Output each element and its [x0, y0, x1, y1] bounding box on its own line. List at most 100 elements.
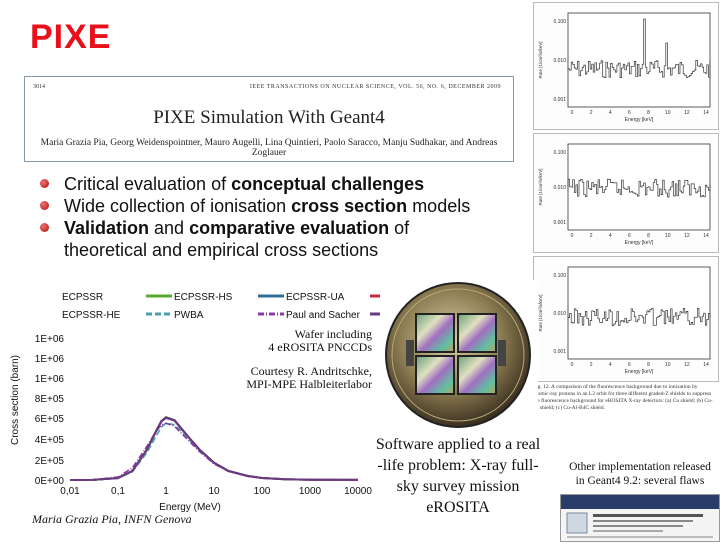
spectrum-x-label: Energy [keV]	[625, 117, 654, 123]
side-plot-c: 0.100 0.010 0.001 0 2 4 6 8 10 12 14 Energy [keV] Ra…	[533, 256, 719, 382]
spectrum-x-tick: 6	[628, 233, 631, 239]
bullet-bold: Validation	[64, 218, 150, 238]
chart-series	[69, 415, 359, 481]
y-tick-label: 1E+06	[35, 354, 65, 365]
x-tick-label: 100	[254, 486, 271, 497]
spectrum-x-tick: 0	[571, 110, 574, 116]
spectrum-x-tick: 12	[684, 233, 690, 239]
wafer-note-line: Wafer including	[294, 327, 372, 341]
spectrum-x-label: Energy [keV]	[625, 240, 654, 246]
legend-label: ECPSSR-UA	[286, 292, 345, 303]
spectrum-frame	[567, 12, 711, 108]
other-line: Other implementation released	[569, 461, 711, 473]
paper-page-number: 3014	[33, 84, 45, 90]
spectrum-x-tick: 4	[609, 110, 612, 116]
spectrum-x-tick: 10	[665, 362, 671, 368]
x-tick-label: 10000	[344, 486, 372, 497]
bullet-bold: cross section	[291, 196, 408, 216]
wafer-photo	[378, 280, 538, 430]
spectrum-x-tick: 12	[684, 362, 690, 368]
bullet-bold: comparative evaluation	[189, 218, 390, 238]
plot-caption: Fig. 12. A comparison of the fluorescenc…	[533, 384, 713, 411]
software-line: -life problem: X-ray full-	[377, 457, 539, 474]
spectrum-y-tick: 0.010	[553, 311, 566, 317]
x-tick-label: 0,01	[60, 486, 80, 497]
spectrum-y-tick: 0.100	[553, 150, 566, 156]
bullet-dot-icon	[40, 223, 49, 232]
spectrum-x-tick: 8	[647, 233, 650, 239]
x-tick-label: 1000	[299, 486, 322, 497]
spectrum-y-tick: 0.010	[553, 185, 566, 191]
side-plot-a: 0.100 0.010 0.001 0 2 4 6 8 10 12 14 Energy [keV] Ra…	[533, 2, 719, 130]
spectrum-x-tick: 14	[703, 233, 709, 239]
bullet-text: theoretical and empirical cross sections	[64, 240, 379, 260]
other-line: in Geant4 9.2: several flaws	[575, 475, 705, 487]
bullet-bold: conceptual challenges	[231, 174, 425, 194]
series-line	[69, 422, 359, 481]
bullet-dot-icon	[40, 201, 49, 210]
y-tick-label: 1E+06	[35, 374, 65, 385]
bullet-text: models	[407, 196, 471, 216]
legend-label: ECPSSR-HE	[62, 310, 121, 321]
side-plot-a-svg: 0.100 0.010 0.001 0 2 4 6 8 10 12 14 Energy [keV] Ra…	[538, 12, 711, 123]
side-plot-b-svg: 0.100 0.010 0.001 0 2 4 6 8 10 12 14 Energy [keV] Ra…	[538, 143, 711, 246]
y-tick-label: 1E+06	[35, 334, 65, 345]
legend-label: ECPSSR-HS	[174, 292, 233, 303]
paper-thumbnail	[560, 494, 720, 542]
spectrum-x-tick: 2	[590, 110, 593, 116]
chart-legend: ECPSSR ECPSSR-HS ECPSSR-UA ECPSSR-HE PWBA Pau…	[62, 292, 380, 321]
y-tick-label: 4E+05	[35, 435, 65, 446]
series-line	[69, 416, 359, 481]
x-tick-label: 1	[163, 486, 169, 497]
paper-title: PIXE Simulation With Geant4	[153, 107, 385, 128]
bullet-dot-icon	[40, 179, 49, 188]
footer-author: Maria Grazia Pia, INFN Genova	[32, 512, 192, 526]
spectrum-y-label: Rate [1/cm²/s/keV]	[538, 41, 543, 78]
bullet-text: Wide collection of ionisation	[64, 196, 292, 216]
side-plot-b: 0.100 0.010 0.001 0 2 4 6 8 10 12 14 Energy [keV] Ra…	[533, 133, 719, 253]
spectrum-x-label: Energy [keV]	[625, 369, 654, 375]
bullet-item: Validation and comparative evaluation of…	[40, 217, 520, 261]
series-line	[69, 422, 359, 481]
spectrum-x-tick: 10	[665, 110, 671, 116]
wafer-note: Wafer including 4 eROSITA PNCCDs	[240, 328, 372, 354]
software-line: eROSITA	[426, 499, 490, 516]
slide-title: PIXE	[30, 18, 112, 56]
spectrum-trace	[567, 307, 711, 326]
paper-thumbnail-image	[561, 495, 719, 538]
x-tick-label: 10	[208, 486, 220, 497]
y-tick-label: 8E+05	[35, 394, 65, 405]
spectrum-x-tick: 6	[628, 110, 631, 116]
spectrum-x-tick: 12	[684, 110, 690, 116]
software-line: sky survey mission	[396, 478, 520, 495]
paper-authors: Maria Grazia Pia, Georg Weidenspointner,…	[40, 138, 498, 158]
series-line	[69, 416, 359, 481]
spectrum-x-tick: 8	[647, 362, 650, 368]
legend-label: Paul and Sacher	[286, 310, 361, 321]
software-line: Software applied to a real	[375, 436, 541, 453]
spectrum-x-tick: 8	[647, 110, 650, 116]
spectrum-x-tick: 0	[571, 233, 574, 239]
chart-axes: 0E+00 2E+05 4E+05 6E+05 8E+05 1E+06 1E+06 1E+06…	[10, 334, 372, 512]
courtesy-note-line: Courtesy R. Andritschke,	[250, 364, 372, 378]
y-tick-label: 0E+00	[35, 476, 65, 487]
y-tick-label: 2E+05	[35, 456, 65, 467]
bullet-list: Critical evaluation of conceptual challe…	[40, 173, 520, 261]
legend-label: ECPSSR	[62, 292, 103, 303]
spectrum-trace	[567, 18, 711, 79]
spectrum-frame	[567, 266, 711, 360]
series-line	[69, 415, 359, 481]
spectrum-y-tick: 0.001	[553, 349, 566, 355]
x-tick-label: 0,1	[111, 486, 125, 497]
paper-header-image: 3014 IEEE TRANSACTIONS ON NUCLEAR SCIENC…	[24, 76, 514, 162]
bullet-text: and	[149, 218, 190, 238]
bullet-item: Wide collection of ionisation cross sect…	[40, 195, 520, 217]
spectrum-x-tick: 4	[609, 233, 612, 239]
cross-section-chart: ECPSSR ECPSSR-HS ECPSSR-UA ECPSSR-HE PWBA Pau…	[10, 292, 380, 512]
paper-journal: IEEE TRANSACTIONS ON NUCLEAR SCIENCE, VO…	[249, 84, 501, 90]
side-plot-c-svg: 0.100 0.010 0.001 0 2 4 6 8 10 12 14 Energy [keV] Ra…	[538, 266, 711, 375]
y-axis-title: Cross section (barn)	[10, 355, 21, 445]
spectrum-trace	[567, 178, 711, 198]
spectrum-x-tick: 14	[703, 110, 709, 116]
spectrum-y-tick: 0.010	[553, 58, 566, 64]
